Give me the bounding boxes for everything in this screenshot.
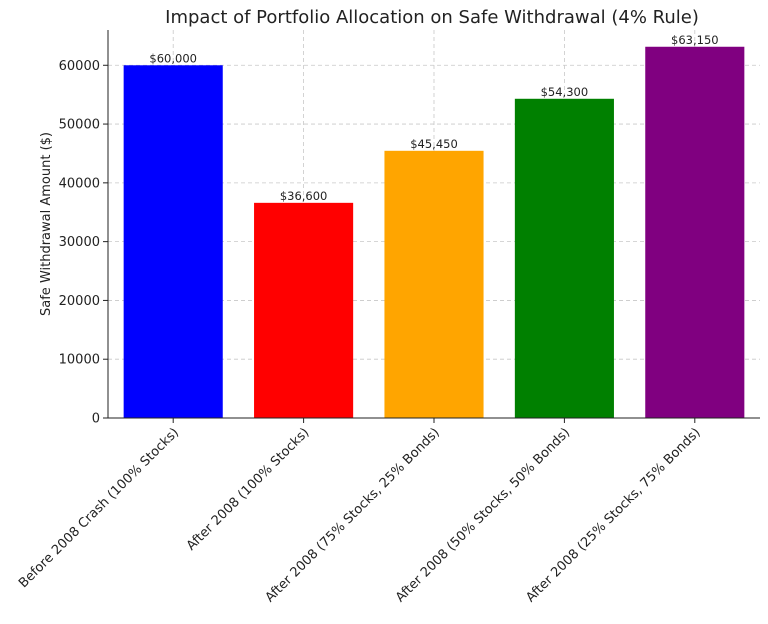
x-tick-labels: Before 2008 Crash (100% Stocks) After 200… (16, 425, 703, 605)
y-tick-labels: 0 10000 20000 30000 40000 50000 60000 (59, 59, 100, 427)
axes (103, 30, 760, 423)
y-tick-label: 10000 (59, 353, 100, 368)
data-labels: $60,000 $36,600 $45,450 $54,300 $63,150 (149, 33, 718, 203)
bar (123, 65, 223, 418)
bar (384, 150, 484, 419)
bars (123, 46, 745, 419)
bar (645, 46, 745, 418)
chart-title: Impact of Portfolio Allocation on Safe W… (165, 7, 699, 28)
x-tick-label: Before 2008 Crash (100% Stocks) (16, 425, 182, 591)
y-tick-label: 60000 (59, 59, 100, 74)
data-label: $54,300 (541, 85, 589, 99)
y-tick-label: 20000 (59, 294, 100, 309)
bar (514, 98, 614, 419)
y-tick-label: 40000 (59, 176, 100, 191)
y-tick-label: 30000 (59, 235, 100, 250)
data-label: $60,000 (149, 51, 197, 65)
bar (254, 202, 354, 418)
y-tick-label: 50000 (59, 118, 100, 133)
y-axis-label: Safe Withdrawal Amount ($) (39, 132, 54, 316)
y-tick-label: 0 (92, 412, 100, 427)
data-label: $63,150 (671, 33, 719, 47)
x-tick-label: After 2008 (100% Stocks) (184, 425, 313, 554)
data-label: $45,450 (410, 137, 458, 151)
data-label: $36,600 (280, 189, 328, 203)
